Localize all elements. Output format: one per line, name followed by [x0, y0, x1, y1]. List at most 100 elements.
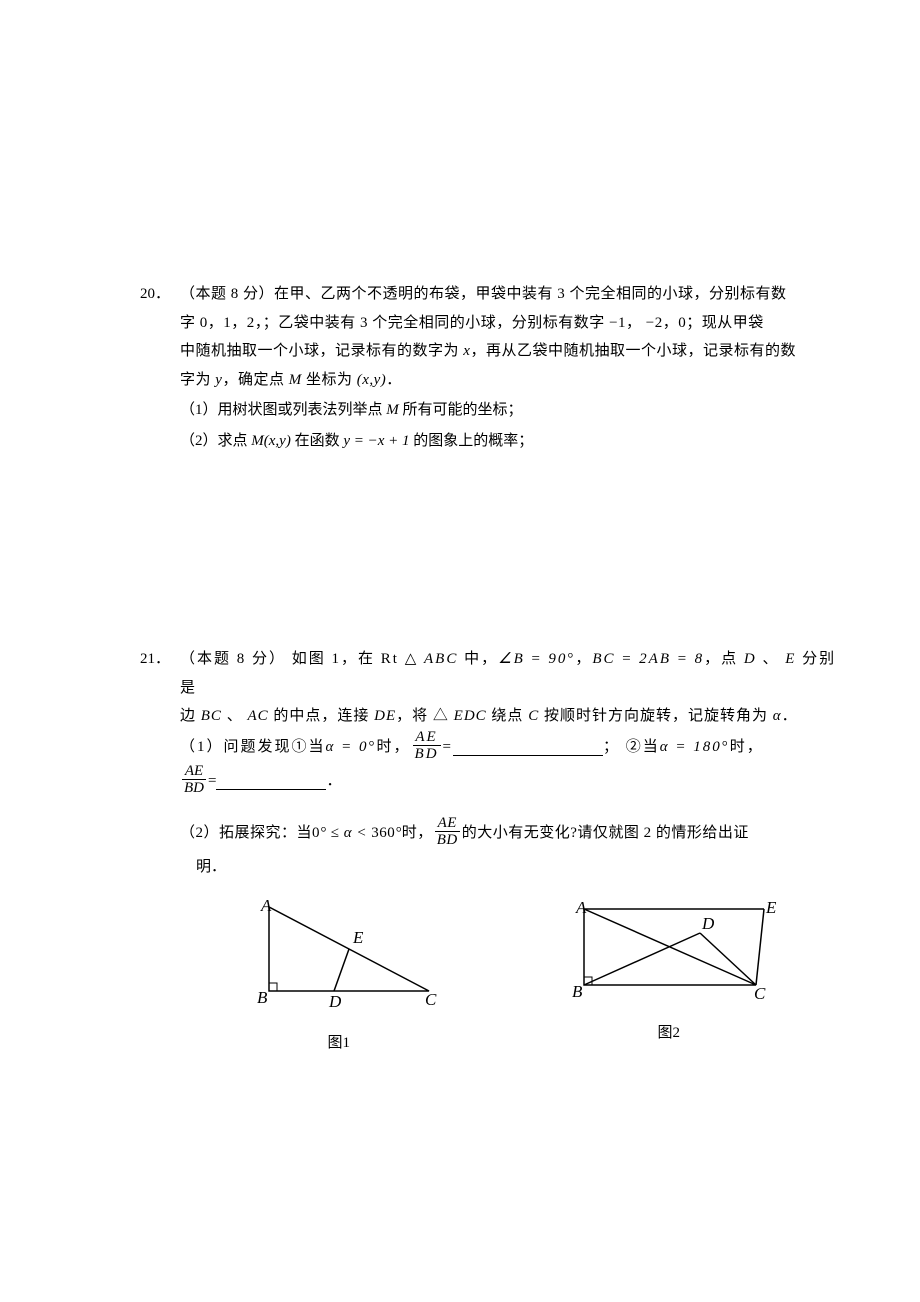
- t: 按顺时针方向旋转，记旋转角为: [539, 708, 773, 724]
- blank2: [216, 773, 326, 791]
- EDC: EDC: [454, 708, 487, 724]
- t: 所有可能的坐标；: [399, 402, 523, 418]
- abc: ABC: [424, 651, 458, 667]
- M2: M: [386, 402, 399, 418]
- sep2: 、: [222, 708, 248, 724]
- deg2: °: [369, 733, 377, 762]
- alpha: α: [773, 708, 782, 724]
- blank1: [453, 739, 603, 757]
- t: 中随机抽取一个小球，记录标有的数字为: [180, 343, 463, 359]
- t: ；乙袋中装有: [263, 315, 360, 331]
- figures-row: A B C D E 图1 A: [180, 899, 840, 1057]
- t: ，确定点: [222, 372, 288, 388]
- rt: Rt: [381, 651, 399, 667]
- t: 绕点: [487, 708, 529, 724]
- eq1: =: [443, 733, 453, 762]
- t: 的中点，连接: [269, 708, 375, 724]
- svg-text:B: B: [572, 982, 583, 1001]
- deg3: °: [722, 733, 730, 762]
- t: （2）求点: [180, 433, 251, 449]
- tri2: △: [433, 708, 449, 724]
- t: （1）用树状图或列表法列举点: [180, 402, 386, 418]
- t: 坐标为: [302, 372, 357, 388]
- t: 的大小有无变化?请仅就图 2 的情形给出证: [462, 819, 749, 848]
- bag1: 0，1，2，: [200, 315, 263, 331]
- svg-text:A: A: [260, 899, 272, 915]
- angb: ∠B = 90: [498, 651, 567, 667]
- t: 个完全相同的小球，分别标有数: [565, 286, 786, 302]
- Mxy: M(x,y): [251, 433, 291, 449]
- q20-line1: 20． （本题 8 分）在甲、乙两个不透明的布袋，甲袋中装有 3 个完全相同的小…: [140, 280, 840, 309]
- when2: 时，: [730, 733, 764, 762]
- fig1-caption: 图1: [239, 1029, 439, 1058]
- t: 在函数: [291, 433, 344, 449]
- t: ．: [782, 708, 798, 724]
- t: 的图象上的概率；: [410, 433, 534, 449]
- a0: α = 0: [326, 733, 369, 762]
- t: 字为: [180, 372, 215, 388]
- b2a: −1: [609, 315, 626, 331]
- frac2-bot: BD: [182, 780, 206, 797]
- sep1: 、: [757, 651, 786, 667]
- svg-text:E: E: [352, 928, 364, 947]
- figure-2: A B C D E 图2: [556, 899, 781, 1057]
- q20-body1: （本题 8 分）在甲、乙两个不透明的布袋，甲袋中装有 3 个完全相同的小球，分别…: [180, 280, 840, 309]
- bc8: BC = 2AB = 8: [592, 651, 704, 667]
- problem-20: 20． （本题 8 分）在甲、乙两个不透明的布袋，甲袋中装有 3 个完全相同的小…: [140, 280, 840, 455]
- svg-text:E: E: [765, 899, 777, 917]
- t: ；现从甲袋: [686, 315, 764, 331]
- t: 中，: [458, 651, 498, 667]
- fig2-caption: 图2: [556, 1019, 781, 1048]
- t: ，将: [396, 708, 433, 724]
- svg-text:D: D: [701, 914, 715, 933]
- t: （1）问题发现①当: [180, 733, 326, 762]
- svg-text:C: C: [425, 990, 437, 1009]
- t: 字: [180, 315, 200, 331]
- xy: (x,y): [357, 372, 387, 388]
- t: ，再从乙袋中随机抽取一个小球，记录标有的数: [470, 343, 796, 359]
- AC: AC: [247, 708, 268, 724]
- BC: BC: [201, 708, 222, 724]
- t: ； ②当: [603, 733, 660, 762]
- M: M: [289, 372, 302, 388]
- t: ．: [386, 372, 402, 388]
- svg-text:C: C: [754, 984, 766, 1003]
- t: 个完全相同的小球，分别标有数字: [368, 315, 609, 331]
- q21-number: 21．: [140, 645, 180, 674]
- frac3-bot: BD: [435, 832, 460, 849]
- q20-line3: 中随机抽取一个小球，记录标有的数字为 x，再从乙袋中随机抽取一个小球，记录标有的…: [180, 337, 840, 366]
- q21-line1: 21． （本题 8 分） 如图 1，在 Rt △ ABC 中，∠B = 90°，…: [140, 645, 840, 702]
- q21-body1: （本题 8 分） 如图 1，在 Rt △ ABC 中，∠B = 90°，BC =…: [180, 645, 840, 702]
- frac2-top: AE: [182, 763, 206, 781]
- q20-line2: 字 0，1，2，；乙袋中装有 3 个完全相同的小球，分别标有数字 −1， −2，…: [180, 309, 840, 338]
- b2b: −2: [646, 315, 663, 331]
- figure-1: A B C D E 图1: [239, 899, 439, 1057]
- t: 在甲、乙两个不透明的布袋，甲袋中装有: [274, 286, 557, 302]
- q21-line2: 边 BC 、 AC 的中点，连接 DE，将 △ EDC 绕点 C 按顺时针方向旋…: [180, 702, 840, 731]
- eq2: =: [208, 767, 216, 796]
- frac3-top: AE: [435, 815, 460, 833]
- frac2: AE BD: [182, 763, 206, 797]
- q21-sub1-row1: （1）问题发现①当 α = 0° 时， AE BD = ； ②当 α = 180…: [180, 731, 840, 765]
- figure-2-svg: A B C D E: [556, 899, 781, 1004]
- q20-points: （本题 8 分）: [180, 286, 274, 302]
- t: （2）拓展探究：当: [180, 819, 312, 848]
- q20-sub2: （2）求点 M(x,y) 在函数 y = −x + 1 的图象上的概率；: [180, 427, 840, 456]
- problem-21: 21． （本题 8 分） 如图 1，在 Rt △ ABC 中，∠B = 90°，…: [140, 645, 840, 1057]
- t: ，点: [704, 651, 744, 667]
- C: C: [528, 708, 539, 724]
- q21-sub2: （2）拓展探究：当 0° ≤ α < 360° 时， AE BD 的大小有无变化…: [180, 817, 840, 851]
- tri: △: [405, 651, 419, 667]
- q20-number: 20．: [140, 280, 180, 309]
- n3b: 3: [360, 315, 368, 331]
- figure-1-svg: A B C D E: [239, 899, 439, 1014]
- svg-text:A: A: [575, 899, 587, 917]
- svg-text:B: B: [257, 988, 268, 1007]
- a180: α = 180: [660, 733, 722, 762]
- q20-line4: 字为 y，确定点 M 坐标为 (x,y)．: [180, 366, 840, 395]
- frac1-top: AE: [413, 729, 441, 747]
- q21-sub1-row2: AE BD = ．: [180, 765, 840, 799]
- q20-sub1: （1）用树状图或列表法列举点 M 所有可能的坐标；: [180, 396, 840, 425]
- t: 时，: [402, 819, 433, 848]
- q21-points: （本题 8 分）: [180, 651, 286, 667]
